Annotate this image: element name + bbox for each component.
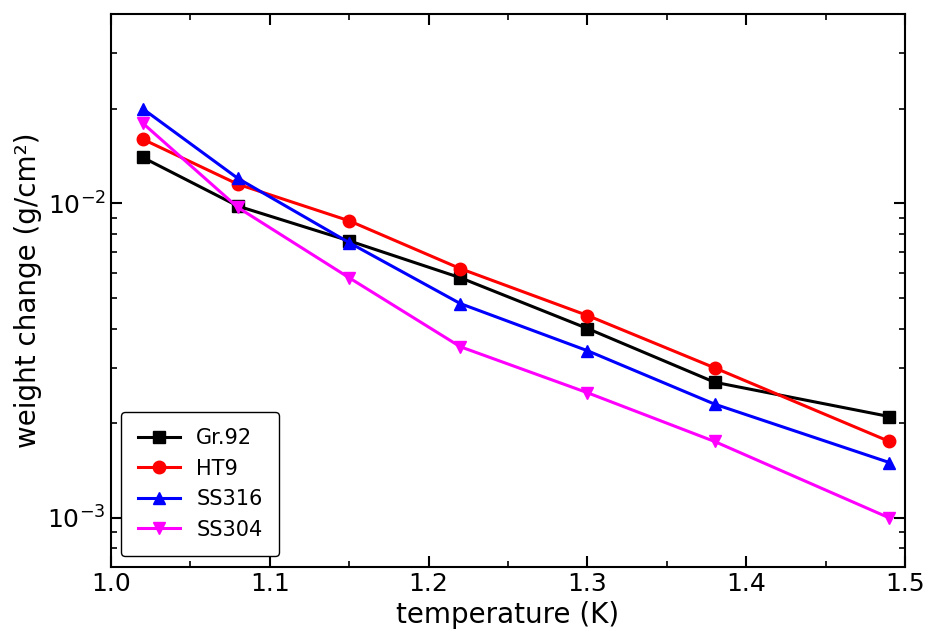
Line: SS304: SS304 — [136, 117, 896, 524]
SS304 — [709, 438, 720, 446]
Gr.92 — [454, 274, 466, 282]
Gr.92 — [709, 378, 720, 386]
HT9 — [709, 364, 720, 372]
HT9 — [232, 181, 243, 188]
Gr.92 — [582, 325, 593, 332]
SS316 — [137, 105, 148, 113]
Legend: Gr.92, HT9, SS316, SS304: Gr.92, HT9, SS316, SS304 — [121, 412, 279, 556]
X-axis label: temperature (K): temperature (K) — [396, 601, 620, 629]
Gr.92 — [344, 237, 355, 245]
Gr.92 — [137, 154, 148, 161]
SS316 — [709, 401, 720, 408]
SS304 — [454, 343, 466, 350]
SS316 — [232, 174, 243, 182]
SS316 — [582, 347, 593, 354]
SS304 — [582, 389, 593, 397]
HT9 — [582, 312, 593, 320]
Line: HT9: HT9 — [136, 133, 896, 448]
HT9 — [344, 217, 355, 224]
HT9 — [137, 135, 148, 143]
Gr.92 — [232, 202, 243, 210]
SS316 — [884, 458, 895, 466]
SS304 — [344, 274, 355, 282]
HT9 — [454, 265, 466, 273]
SS304 — [137, 119, 148, 127]
SS304 — [232, 204, 243, 212]
Y-axis label: weight change (g/cm²): weight change (g/cm²) — [14, 132, 42, 448]
SS316 — [454, 300, 466, 307]
Gr.92 — [884, 413, 895, 421]
Line: SS316: SS316 — [136, 102, 896, 469]
SS304 — [884, 514, 895, 522]
SS316 — [344, 239, 355, 246]
HT9 — [884, 438, 895, 446]
Line: Gr.92: Gr.92 — [136, 151, 896, 423]
